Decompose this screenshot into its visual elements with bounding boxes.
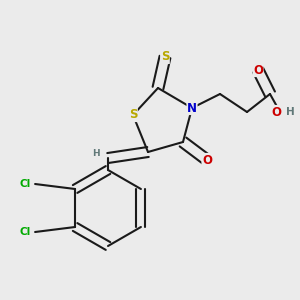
Text: S: S [161,50,169,64]
Text: O: O [202,154,212,166]
Text: H: H [92,149,100,158]
Text: N: N [187,101,197,115]
Text: Cl: Cl [20,227,31,237]
Text: Cl: Cl [20,179,31,189]
Text: H: H [286,107,294,117]
Text: S: S [129,109,137,122]
Text: O: O [253,64,263,76]
Text: O: O [271,106,281,118]
